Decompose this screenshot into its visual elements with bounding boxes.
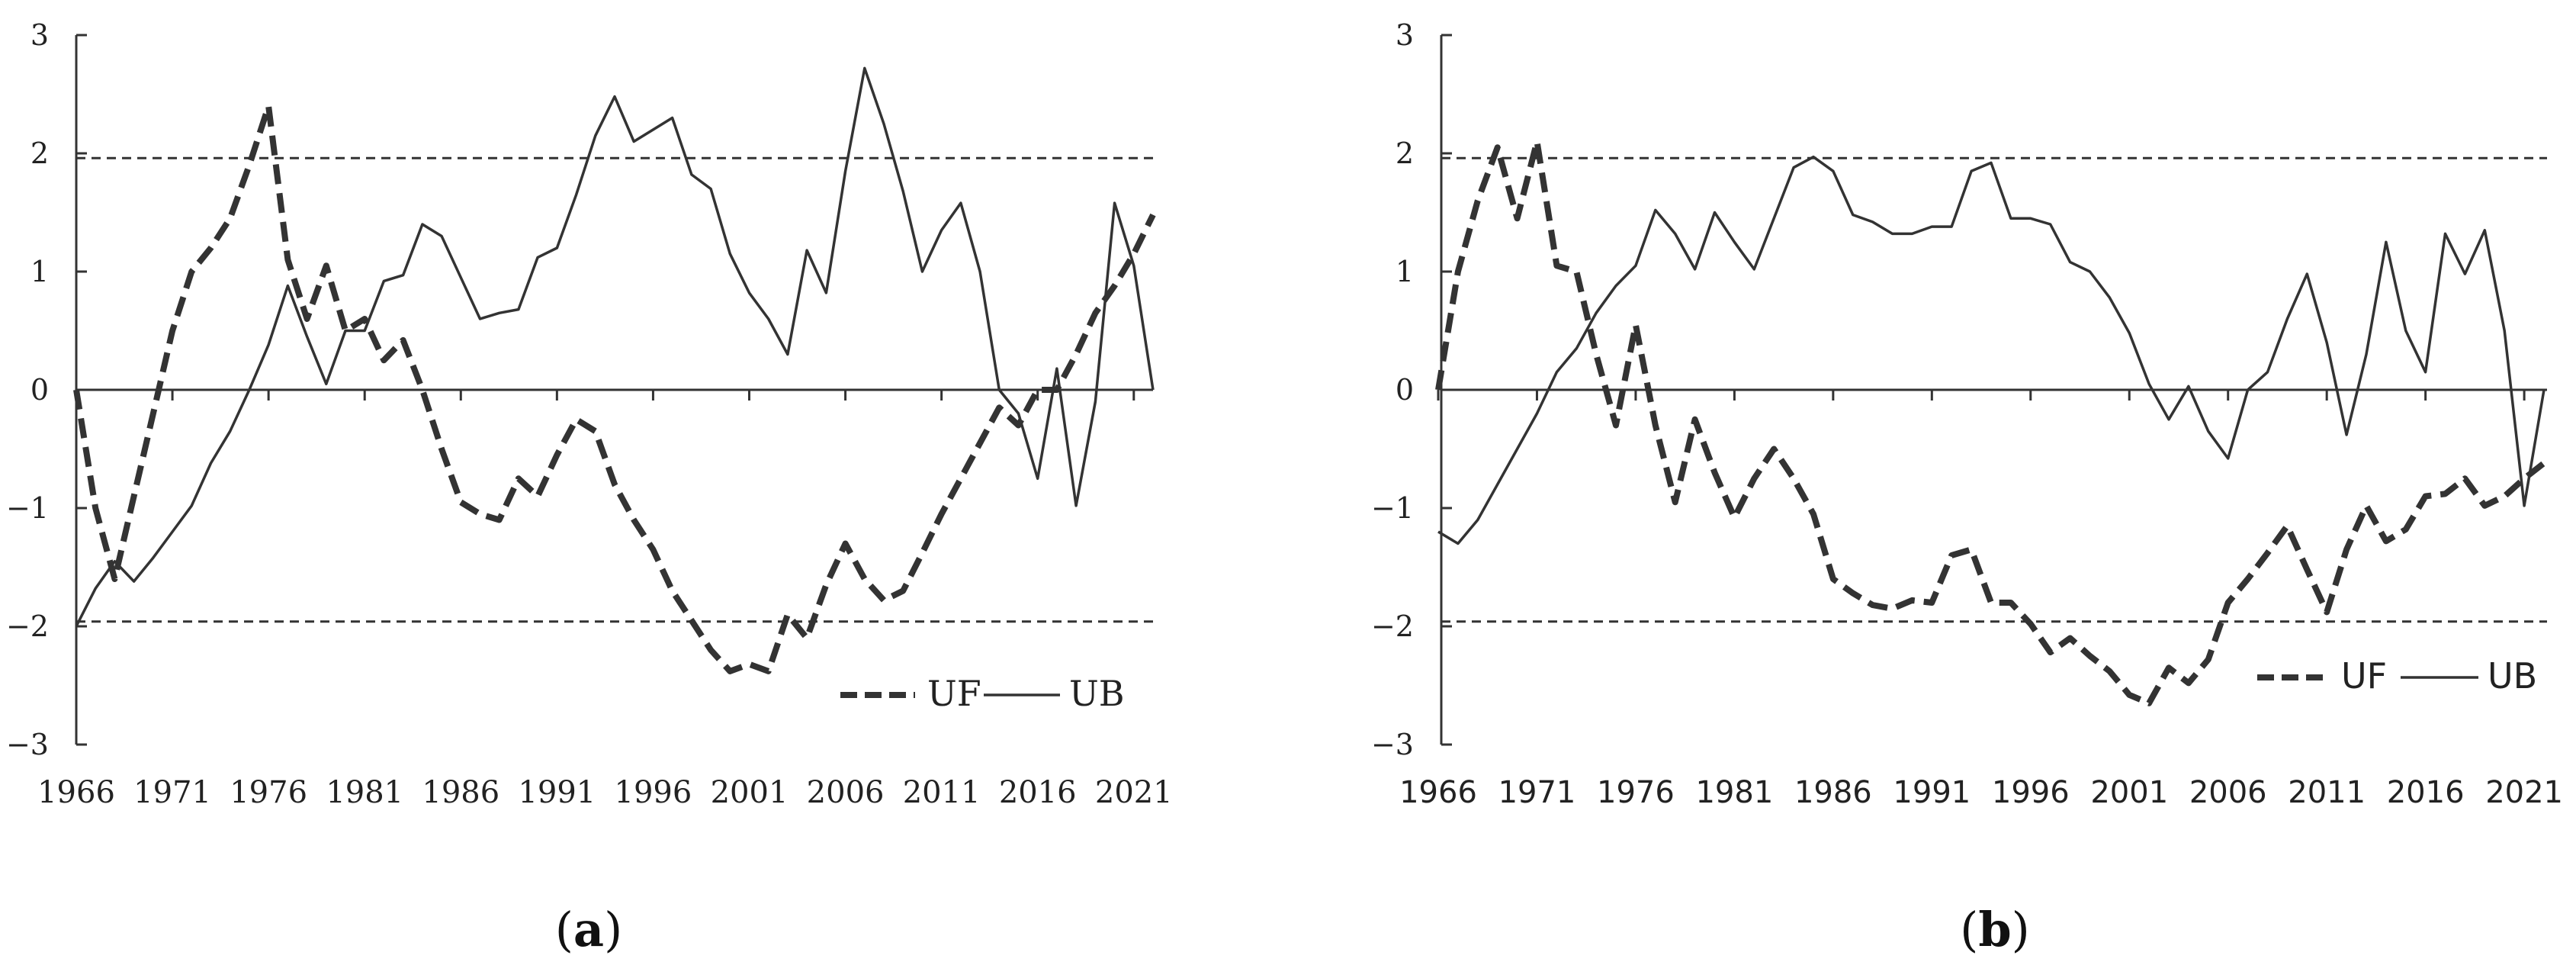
panel-a-x-tick-label: 2006 [807,775,885,810]
panel-b-x-tick-label: 1981 [1695,775,1773,810]
panel-b-x-tick-label: 1986 [1794,775,1872,810]
panel-b-x-tick-label: 1996 [1992,775,2070,810]
panel-b-x-tick-label: 1971 [1498,775,1576,810]
panel-a-x-tick-label: 1986 [422,775,499,810]
panel-a-x-tick-label: 1966 [37,775,115,810]
panel-a-x-tick-label: 1976 [230,775,307,810]
panel-a-legend: UF UB [840,673,1125,714]
panel-b-x-tick-label: 2006 [2189,775,2267,810]
panel-a-x-tick-label: 1991 [518,775,596,810]
panel-b-chart: 3 2 1 0 −1 −2 −3 1966 1971 1976 1981 1986 1991 1996 20… [1371,18,2563,810]
panel-a-chart: 3 2 1 0 −1 −2 −3 1966 1971 1976 1981 1986 1991 1996 20… [6,18,1173,810]
panel-a-series-ub-line [75,66,1155,627]
panel-a-caption-letter: a [573,902,604,957]
panel-b-y-tick-label: 3 [1396,18,1414,52]
panel-a-y-tick-label: 0 [31,373,49,407]
panel-b-y-tick-label: −3 [1371,728,1414,761]
panel-b-caption: (b) [1960,902,2030,957]
panel-b-legend-ub-label: UB [2488,655,2537,697]
panel-b-y-tick-label: 1 [1396,255,1414,288]
panel-a-legend-uf-label: UF [927,673,981,714]
panel-b-x-tick-label: 2016 [2387,775,2465,810]
panel-a-series-uf-line [73,103,1156,674]
panel-a-y-tick-label: −2 [6,610,49,643]
panel-b-x-tick-label: 1991 [1893,775,1971,810]
panel-b-legend: UF UB [2257,655,2537,697]
panel-b-x-tick-label: 1966 [1399,775,1477,810]
panel-a-y-tick-label: 3 [31,18,49,52]
panel-a-x-tick-label: 2011 [903,775,981,810]
panel-b-legend-uf-label: UF [2341,655,2387,697]
panel-a-x-tick-label: 1981 [326,775,403,810]
panel-a-x-tick-label: 2021 [1095,775,1173,810]
panel-b-caption-letter: b [1978,902,2011,957]
panel-a-x-tick-label: 1971 [133,775,211,810]
panel-b-y-tick-label: 2 [1396,137,1414,170]
panel-b-y-tick-label: −1 [1371,491,1414,525]
panel-b-series-uf-line [1435,138,2546,706]
panel-b-x-tick-label: 2021 [2485,775,2563,810]
panel-b-series-ub-line [1437,155,2545,545]
panel-a-x-tick-label: 1996 [615,775,692,810]
panel-a-x-tick-label: 2001 [711,775,789,810]
panel-a-y-tick-label: −3 [6,728,49,761]
panel-a-y-tick-label: 2 [31,137,49,170]
panel-b-x-tick-label: 2011 [2288,775,2366,810]
panel-a-legend-ub-label: UB [1069,673,1125,714]
panel-a-y-tick-label: 1 [31,255,49,288]
panel-b-y-tick-label: −2 [1371,610,1414,643]
panel-a-y-tick-label: −1 [6,491,49,525]
panel-a-caption: (a) [555,902,623,957]
panel-b-y-tick-label: 0 [1396,373,1414,407]
panel-a-x-tick-label: 2016 [999,775,1077,810]
panel-b-x-tick-label: 2001 [2090,775,2168,810]
panel-b-x-tick-label: 1976 [1597,775,1675,810]
